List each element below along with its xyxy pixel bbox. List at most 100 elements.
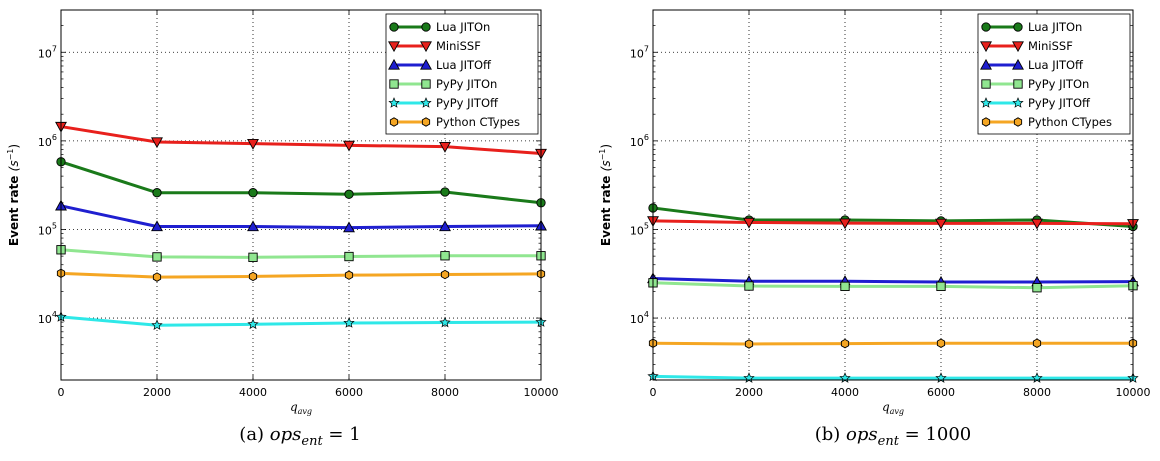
legend-label: Lua JITOn [1028, 20, 1082, 34]
data-point [151, 220, 163, 232]
x-axis-label: qavg [882, 400, 904, 416]
data-point [839, 218, 851, 230]
series-line [652, 276, 1134, 284]
legend-label: PyPy JITOff [1028, 96, 1091, 110]
x-tick-label: 6000 [927, 386, 955, 399]
y-tick-label: 104 [630, 310, 649, 326]
series-pypy-jiton [56, 245, 546, 262]
data-point [343, 221, 355, 233]
figure-caption: (b) opsent = 1000 [815, 424, 972, 449]
series-line [652, 374, 1133, 380]
legend-item: PyPy JITOff [980, 96, 1091, 110]
data-point [440, 187, 450, 197]
x-axis-label: qavg [290, 400, 312, 416]
legend-item: PyPy JITOn [981, 77, 1089, 91]
legend-box [385, 13, 539, 135]
data-point [440, 269, 450, 280]
data-point [247, 139, 259, 150]
data-point [343, 140, 355, 152]
x-tick-label: 2000 [735, 386, 763, 399]
data-point [248, 188, 258, 198]
data-point [440, 251, 450, 261]
figure-caption: (a) opsent = 1 [239, 424, 360, 449]
y-axis-label: Event rate (s−1) [6, 144, 21, 246]
data-point [344, 270, 354, 280]
legend-item: Lua JITOn [981, 20, 1082, 34]
legend-item: PyPy JITOn [389, 77, 497, 91]
data-point [1031, 218, 1043, 230]
data-point [343, 317, 355, 328]
series-line [60, 125, 542, 156]
legend-label: Lua JITOff [1028, 58, 1084, 72]
legend-marker [980, 97, 992, 108]
series-line [60, 315, 542, 327]
plot-frame [652, 9, 1134, 381]
legend-label: Lua JITOn [436, 20, 490, 34]
x-tick-label: 8000 [1023, 386, 1051, 399]
series-line [60, 160, 542, 205]
series-python-ctypes [648, 338, 1138, 349]
x-tick-label: 10000 [524, 386, 559, 399]
x-tick-label: 0 [58, 386, 65, 399]
legend: Lua JITOn MiniSSF Lua JITOff PyPy JITOn PyPy… [385, 13, 539, 135]
series-line [60, 271, 542, 279]
legend-marker [421, 22, 431, 32]
legend-marker [420, 41, 432, 53]
data-point [1032, 283, 1042, 293]
x-tick-label: 10000 [1116, 386, 1151, 399]
data-point [1032, 338, 1042, 348]
data-point [839, 372, 851, 383]
legend-item: Python CTypes [981, 115, 1112, 129]
y-tick-label: 106 [38, 133, 57, 149]
legend-label: MiniSSF [436, 39, 481, 53]
data-point [248, 252, 258, 262]
data-point [344, 251, 354, 262]
x-tick-label: 0 [650, 386, 657, 399]
series-pypy-jitoff [55, 311, 547, 331]
legend-marker [1012, 97, 1024, 108]
data-point [152, 188, 162, 198]
data-point [247, 220, 259, 232]
data-point [743, 372, 755, 383]
data-point [935, 218, 947, 230]
legend-marker [981, 22, 991, 32]
legend-label: Lua JITOff [436, 58, 492, 72]
legend-marker [980, 58, 992, 70]
series-line [60, 204, 542, 230]
data-point [152, 252, 162, 262]
data-point [1031, 372, 1043, 383]
y-tick-label: 106 [630, 133, 649, 149]
chart-panel-b: 0 2000 4000 6000 8000 10000 104 105 106 107 Lua JI… [598, 9, 1151, 449]
legend-label: MiniSSF [1028, 39, 1073, 53]
data-point [840, 338, 850, 349]
series-pypy-jitoff [647, 370, 1139, 383]
series-python-ctypes [56, 268, 546, 282]
y-tick-label: 105 [630, 221, 649, 237]
y-tick-label: 107 [38, 44, 57, 60]
legend-marker [1012, 58, 1024, 70]
legend-label: PyPy JITOn [1028, 77, 1089, 91]
data-point [344, 189, 354, 199]
data-point [247, 318, 259, 330]
series-line [652, 281, 1134, 290]
legend-marker [1013, 117, 1023, 127]
legend-item: Lua JITOn [389, 20, 490, 34]
data-point [744, 339, 754, 349]
legend-marker [1013, 79, 1023, 89]
legend-marker [388, 97, 400, 108]
series-lua-jiton [648, 203, 1138, 232]
legend-item: Lua JITOff [980, 58, 1084, 72]
legend-marker [389, 79, 399, 89]
legend-marker [421, 117, 431, 127]
legend-label: Python CTypes [1028, 115, 1112, 129]
data-point [151, 137, 163, 149]
series-minissf [647, 216, 1139, 230]
legend-marker [981, 117, 991, 127]
series-line [652, 219, 1134, 226]
legend-marker [1012, 41, 1024, 53]
legend-label: PyPy JITOn [436, 77, 497, 91]
data-point [152, 272, 162, 282]
legend-marker [388, 58, 400, 70]
legend-item: PyPy JITOff [388, 96, 499, 110]
